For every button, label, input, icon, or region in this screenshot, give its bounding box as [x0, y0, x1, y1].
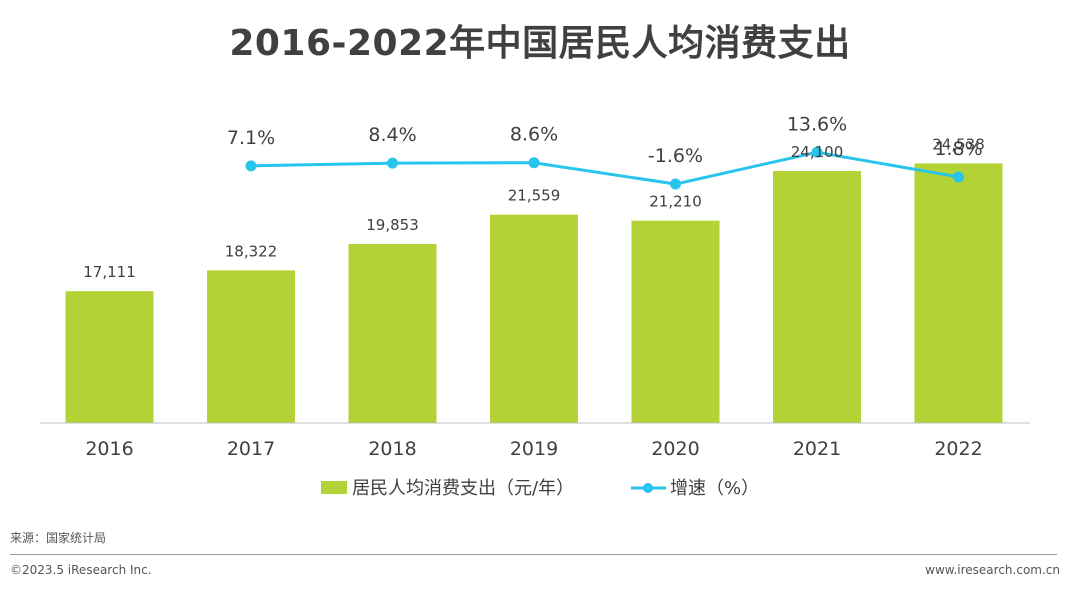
bar [631, 220, 720, 423]
x-tick-label: 2018 [368, 438, 416, 460]
growth-point [245, 160, 257, 172]
growth-point [387, 157, 398, 169]
bar-value-label: 24,538 [932, 135, 985, 153]
copyright-text: ©2023.5 iResearch Inc. [10, 563, 152, 577]
growth-value-label: -1.6% [648, 145, 703, 167]
growth-value-label: 8.6% [510, 124, 558, 146]
x-tick-label: 2016 [85, 438, 133, 460]
growth-value-label: 13.6% [787, 113, 847, 135]
bar [65, 291, 154, 423]
legend-bar-label: 居民人均消费支出（元/年） [352, 478, 574, 499]
bar [348, 244, 437, 423]
legend-bar-swatch [321, 481, 347, 494]
x-tick-label: 2021 [793, 438, 841, 460]
bar [773, 170, 861, 423]
bar-value-label: 24,100 [791, 143, 844, 161]
x-tick-label: 2020 [651, 438, 699, 460]
footer-divider [10, 554, 1057, 555]
growth-point [670, 178, 681, 190]
x-tick-label: 2022 [934, 438, 982, 460]
bar-value-label: 17,111 [83, 263, 136, 281]
bar [914, 163, 1003, 423]
bar-value-label: 19,853 [366, 216, 419, 234]
growth-value-label: 8.4% [368, 124, 416, 146]
growth-point [811, 146, 823, 158]
growth-value-label: 1.8% [934, 138, 982, 160]
bars-layer [65, 163, 1003, 423]
growth-point [528, 157, 540, 169]
legend-line-label: 增速（%） [670, 478, 759, 499]
source-note: 来源：国家统计局 [10, 531, 107, 545]
growth-value-label: 7.1% [227, 127, 275, 149]
bar [490, 214, 578, 423]
x-tick-label: 2017 [227, 438, 275, 460]
chart: 17,111 2016 18,322 2017 19,853 2018 21,559 2019… [40, 113, 1030, 499]
growth-line [250, 150, 959, 186]
bar [207, 270, 295, 423]
growth-point [953, 171, 964, 183]
legend: 居民人均消费支出（元/年） 增速（%） [321, 478, 759, 499]
website-link[interactable]: www.iresearch.com.cn [925, 563, 1060, 577]
bar-value-label: 21,559 [508, 187, 561, 205]
line-layer [245, 146, 964, 190]
x-tick-label: 2019 [510, 438, 558, 460]
bar-value-label: 18,322 [225, 242, 278, 260]
bar-value-label: 21,210 [649, 193, 702, 211]
legend-line-marker [643, 483, 653, 493]
chart-title: 2016-2022年中国居民人均消费支出 [229, 23, 851, 64]
labels-layer: 17,111 2016 18,322 2017 19,853 2018 21,559 2019… [83, 113, 985, 460]
